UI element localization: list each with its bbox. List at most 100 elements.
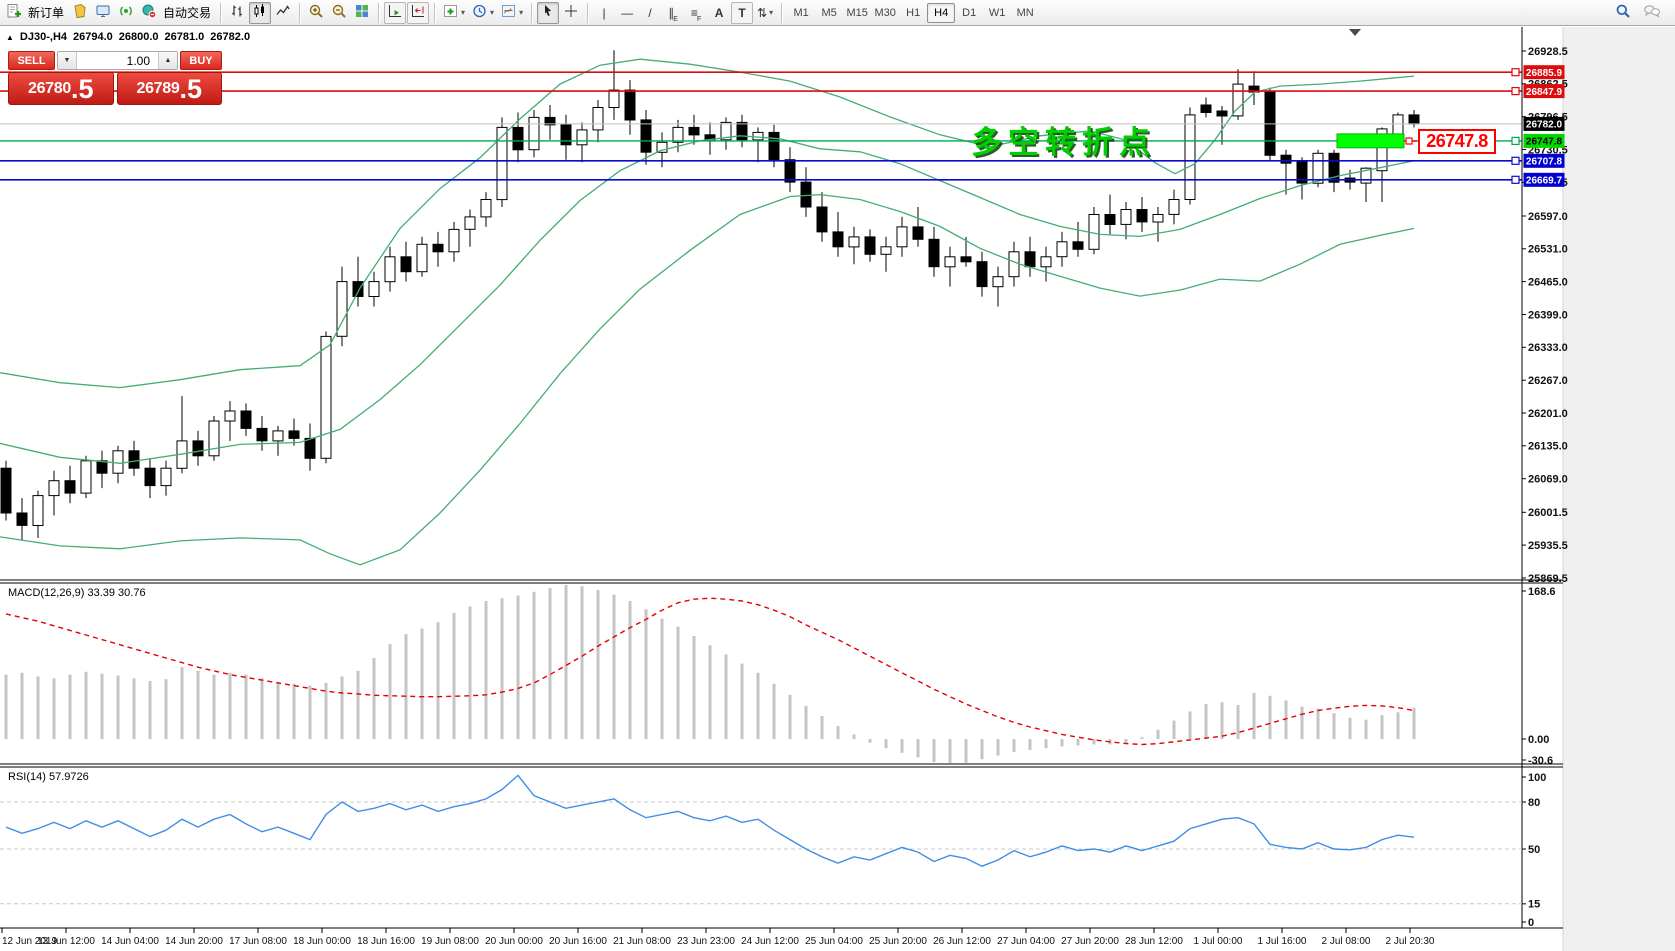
svg-text:26928.5: 26928.5 bbox=[1528, 46, 1568, 58]
one-click-trading-panel: SELL ▼ ▲ BUY 26780.5 26789.5 bbox=[8, 51, 222, 105]
timeframe-MN[interactable]: MN bbox=[1011, 3, 1039, 23]
tile-windows-icon bbox=[354, 3, 370, 22]
cursor-tool-button[interactable] bbox=[537, 1, 560, 24]
horizontal-line-icon: — bbox=[621, 5, 634, 20]
label-tool-button[interactable]: T bbox=[731, 1, 754, 24]
timeframe-H1[interactable]: H1 bbox=[899, 3, 927, 23]
price-axis[interactable] bbox=[1522, 27, 1565, 928]
svg-text:26465.0: 26465.0 bbox=[1528, 276, 1568, 288]
svg-text:27 Jun 20:00: 27 Jun 20:00 bbox=[1061, 936, 1119, 947]
volume-input[interactable] bbox=[77, 52, 158, 69]
macd-indicator-label: MACD(12,26,9) 33.39 30.76 bbox=[8, 587, 146, 599]
market-watch-button[interactable] bbox=[92, 2, 114, 24]
add-indicator-icon bbox=[443, 3, 459, 22]
svg-text:26333.0: 26333.0 bbox=[1528, 342, 1568, 354]
volume-increase-button[interactable]: ▲ bbox=[158, 52, 177, 69]
autotrading-label[interactable]: 自动交易 bbox=[163, 6, 212, 20]
toolbar-separator bbox=[531, 2, 533, 23]
timeframe-M5[interactable]: M5 bbox=[815, 3, 843, 23]
text-tool-button[interactable]: A bbox=[708, 2, 730, 24]
spin-up-icon: ▲ bbox=[164, 57, 172, 64]
bar-chart-button[interactable] bbox=[226, 2, 248, 24]
collapse-panel-icon[interactable]: ▲ bbox=[6, 32, 14, 42]
new-order-label[interactable]: 新订单 bbox=[28, 6, 65, 20]
new-chart-icon bbox=[72, 3, 88, 22]
svg-text:14 Jun 20:00: 14 Jun 20:00 bbox=[165, 936, 223, 947]
signals-button[interactable] bbox=[115, 2, 137, 24]
chart-shift-button[interactable] bbox=[407, 1, 430, 24]
zoom-out-button[interactable] bbox=[328, 2, 350, 24]
svg-text:1 Jul 16:00: 1 Jul 16:00 bbox=[1258, 936, 1307, 947]
svg-text:14 Jun 04:00: 14 Jun 04:00 bbox=[101, 936, 159, 947]
candlestick-chart-button[interactable] bbox=[249, 1, 272, 24]
svg-text:26531.0: 26531.0 bbox=[1528, 244, 1568, 256]
timeframe-M1[interactable]: M1 bbox=[787, 3, 815, 23]
svg-text:26885.9: 26885.9 bbox=[1526, 68, 1563, 79]
zoom-in-button[interactable] bbox=[305, 2, 327, 24]
search-button[interactable] bbox=[1612, 2, 1634, 24]
ohlc-low: 26781.0 bbox=[164, 31, 205, 43]
volume-stepper: ▼ ▲ bbox=[57, 51, 178, 70]
auto-scroll-button[interactable] bbox=[384, 1, 407, 24]
svg-text:23 Jun 23:00: 23 Jun 23:00 bbox=[677, 936, 735, 947]
chart-annotation-text: 多空转折点 bbox=[971, 125, 1156, 160]
timeframe-H4[interactable]: H4 bbox=[927, 2, 956, 23]
add-indicator-button[interactable]: ▾ bbox=[440, 2, 468, 24]
toolbar-separator bbox=[378, 2, 380, 23]
svg-text:24 Jun 12:00: 24 Jun 12:00 bbox=[741, 936, 799, 947]
trendline-icon: / bbox=[648, 5, 652, 20]
timeframe-D1[interactable]: D1 bbox=[955, 3, 983, 23]
chat-button[interactable] bbox=[1640, 2, 1664, 24]
dropdown-arrow-icon: ▾ bbox=[461, 8, 466, 17]
svg-text:168.6: 168.6 bbox=[1528, 586, 1556, 598]
spin-down-icon: ▼ bbox=[63, 57, 71, 64]
fibonacci-tool-button[interactable]: ≡ F bbox=[685, 2, 707, 24]
channel-tool-button[interactable]: ∥ E bbox=[662, 2, 684, 24]
time-axis[interactable] bbox=[0, 929, 1522, 951]
clock-icon bbox=[472, 3, 488, 22]
timeframe-W1[interactable]: W1 bbox=[983, 3, 1011, 23]
new-chart-button[interactable] bbox=[69, 2, 91, 24]
dropdown-arrow-icon: ▾ bbox=[490, 8, 495, 17]
periods-button[interactable]: ▾ bbox=[469, 2, 497, 24]
svg-text:2 Jul 20:30: 2 Jul 20:30 bbox=[1386, 936, 1435, 947]
ohlc-open: 26794.0 bbox=[73, 31, 113, 43]
volume-decrease-button[interactable]: ▼ bbox=[58, 52, 77, 69]
sell-button[interactable]: SELL bbox=[8, 51, 55, 70]
timeframe-group: M1 M5 M15 M30 H1 H4 D1 W1 MN bbox=[787, 2, 1039, 23]
ohlc-high: 26800.0 bbox=[118, 31, 159, 43]
dropdown-arrow-icon: ▾ bbox=[519, 8, 524, 17]
svg-text:26707.8: 26707.8 bbox=[1526, 157, 1563, 168]
sell-price-button[interactable]: 26780.5 bbox=[8, 72, 114, 105]
svg-text:0: 0 bbox=[1528, 917, 1534, 929]
channel-icon-letter: E bbox=[673, 15, 678, 23]
arrows-tool-button[interactable]: ⇅ ▾ bbox=[754, 2, 776, 24]
buy-price-button[interactable]: 26789.5 bbox=[116, 72, 222, 105]
autotrading-button[interactable] bbox=[138, 2, 160, 24]
line-chart-icon bbox=[275, 3, 291, 22]
sell-button-label: SELL bbox=[17, 54, 46, 67]
trendline-tool-button[interactable]: / bbox=[639, 2, 661, 24]
crosshair-tool-button[interactable] bbox=[560, 2, 582, 24]
buy-button[interactable]: BUY bbox=[180, 51, 222, 70]
svg-text:17 Jun 08:00: 17 Jun 08:00 bbox=[229, 936, 287, 947]
toolbar-separator bbox=[781, 2, 783, 23]
line-chart-button[interactable] bbox=[272, 2, 294, 24]
fibonacci-icon-letter: F bbox=[696, 15, 702, 23]
new-order-button[interactable] bbox=[3, 2, 25, 24]
templates-button[interactable]: ▾ bbox=[498, 2, 526, 24]
auto-scroll-icon bbox=[387, 3, 403, 22]
tile-windows-button[interactable] bbox=[351, 2, 373, 24]
svg-text:26001.5: 26001.5 bbox=[1528, 507, 1568, 519]
timeframe-M15[interactable]: M15 bbox=[843, 3, 871, 23]
timeframe-M30[interactable]: M30 bbox=[871, 3, 899, 23]
horizontal-line-tool-button[interactable]: — bbox=[616, 2, 638, 24]
svg-text:26747.8: 26747.8 bbox=[1526, 137, 1563, 148]
vertical-line-tool-button[interactable]: | bbox=[593, 2, 615, 24]
svg-text:26201.0: 26201.0 bbox=[1528, 408, 1568, 420]
label-tool-icon: T bbox=[738, 5, 746, 20]
svg-text:25 Jun 20:00: 25 Jun 20:00 bbox=[869, 936, 927, 947]
main-toolbar: 新订单 自动交易 bbox=[0, 0, 1675, 26]
buy-button-label: BUY bbox=[189, 54, 213, 67]
